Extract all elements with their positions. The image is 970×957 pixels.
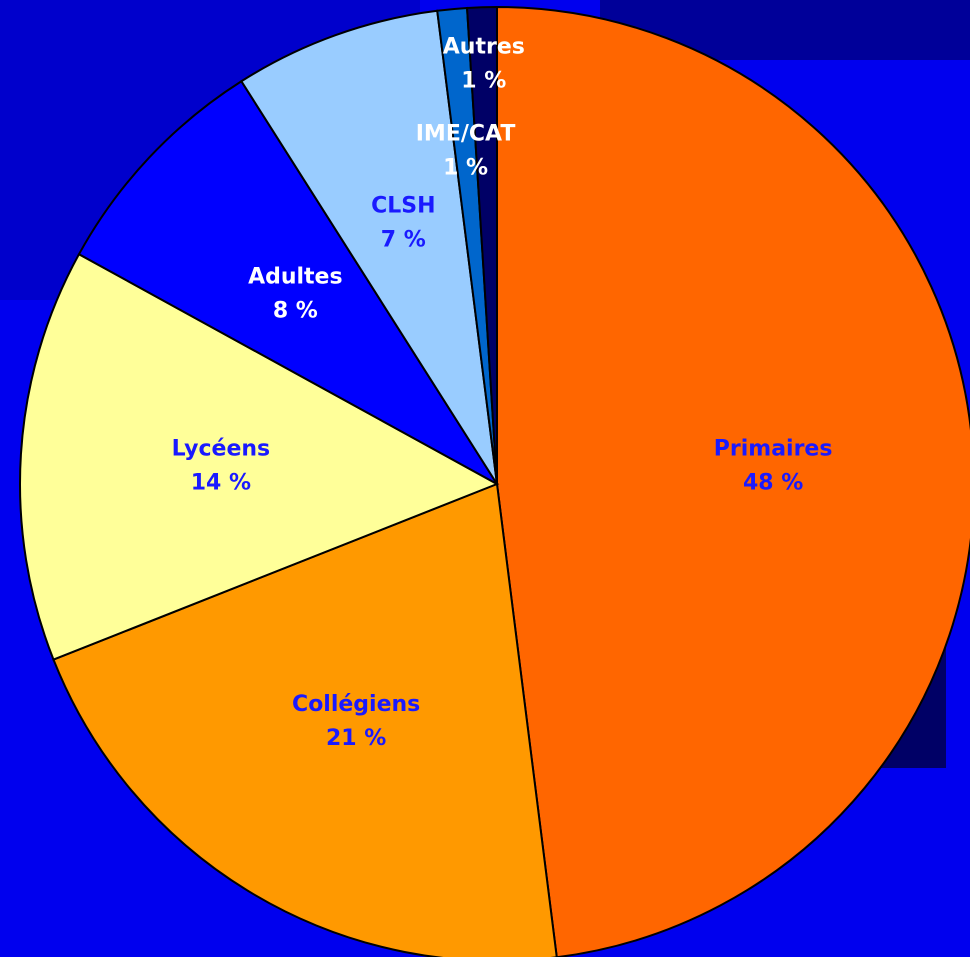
slice-label: IME/CAT <box>416 122 516 147</box>
slice-label: Lycéens <box>172 437 271 462</box>
slice-value-label: 21 % <box>326 726 386 751</box>
slice-label: CLSH <box>371 194 435 219</box>
pie-slice <box>240 9 498 485</box>
slice-label: Collégiens <box>292 692 420 717</box>
slice-value-label: 7 % <box>381 228 426 253</box>
slice-label: Primaires <box>714 437 833 462</box>
slice-label: Autres <box>443 34 525 59</box>
slice-value-label: 48 % <box>743 471 803 496</box>
pie-slice <box>19 252 500 661</box>
slice-value-label: 8 % <box>273 299 318 324</box>
pie-slice <box>77 79 498 485</box>
slice-label: Adultes <box>248 265 343 290</box>
slice-value-label: 14 % <box>191 471 251 496</box>
slice-value-label: 1 % <box>461 68 506 93</box>
pie-slice <box>465 5 498 485</box>
slice-value-label: 1 % <box>443 156 488 181</box>
pie-slice <box>496 5 970 957</box>
pie-slice <box>52 482 558 957</box>
